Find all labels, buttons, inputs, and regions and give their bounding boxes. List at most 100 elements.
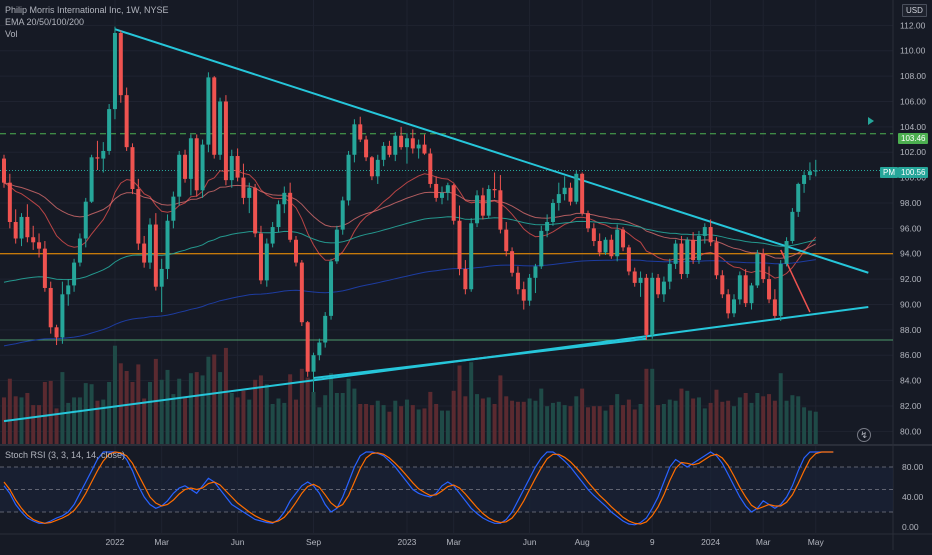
candle[interactable]	[656, 274, 661, 299]
candle[interactable]	[416, 139, 421, 159]
candle[interactable]	[492, 172, 497, 198]
candle[interactable]	[445, 182, 450, 201]
candle[interactable]	[434, 176, 439, 202]
candle[interactable]	[702, 223, 707, 244]
candle[interactable]	[72, 258, 77, 292]
candle[interactable]	[726, 289, 731, 319]
candle[interactable]	[95, 140, 100, 170]
candle[interactable]	[813, 159, 818, 177]
candle[interactable]	[661, 276, 666, 302]
candle[interactable]	[621, 227, 626, 252]
candle[interactable]	[737, 271, 742, 305]
candle[interactable]	[31, 225, 36, 250]
candle[interactable]	[229, 149, 234, 188]
stoch-rsi-d-line[interactable]	[3, 451, 834, 525]
candle[interactable]	[77, 233, 82, 267]
candle[interactable]	[206, 72, 211, 153]
candle[interactable]	[550, 199, 555, 226]
candle[interactable]	[679, 235, 684, 280]
candle[interactable]	[276, 200, 281, 233]
candle[interactable]	[323, 312, 328, 348]
candle[interactable]	[463, 260, 468, 295]
currency-button[interactable]: USD	[902, 4, 927, 17]
candle[interactable]	[369, 156, 374, 181]
candle[interactable]	[772, 289, 777, 319]
candle[interactable]	[469, 218, 474, 292]
candle[interactable]	[515, 266, 520, 295]
ema-line[interactable]	[3, 169, 817, 279]
candle[interactable]	[171, 191, 176, 229]
candle[interactable]	[235, 148, 240, 182]
candle[interactable]	[568, 182, 573, 206]
candle[interactable]	[130, 143, 135, 195]
candle[interactable]	[691, 232, 696, 264]
candle[interactable]	[696, 230, 701, 264]
candle[interactable]	[749, 282, 754, 310]
candle[interactable]	[790, 208, 795, 244]
candle[interactable]	[428, 148, 433, 188]
candle[interactable]	[223, 95, 228, 186]
candle[interactable]	[340, 196, 345, 235]
candle[interactable]	[19, 213, 24, 247]
candle[interactable]	[153, 213, 158, 291]
candle[interactable]	[66, 279, 71, 306]
candle[interactable]	[591, 223, 596, 247]
candle[interactable]	[796, 182, 801, 217]
candle[interactable]	[258, 225, 263, 285]
candle[interactable]	[218, 97, 223, 160]
candle[interactable]	[329, 258, 334, 320]
candle[interactable]	[778, 260, 783, 321]
candle[interactable]	[183, 149, 188, 183]
candle[interactable]	[761, 248, 766, 283]
candle[interactable]	[767, 266, 772, 304]
candle[interactable]	[264, 238, 269, 287]
candle[interactable]	[358, 116, 363, 143]
candle[interactable]	[89, 154, 94, 203]
candle[interactable]	[404, 133, 409, 164]
candle[interactable]	[188, 134, 193, 196]
candle[interactable]	[364, 135, 369, 162]
candle[interactable]	[387, 140, 392, 158]
candle[interactable]	[311, 352, 316, 392]
candle[interactable]	[60, 281, 65, 344]
candle[interactable]	[626, 244, 631, 276]
candle[interactable]	[37, 233, 42, 258]
candle[interactable]	[708, 219, 713, 247]
chevron-right-icon[interactable]	[868, 117, 874, 125]
candle[interactable]	[101, 142, 106, 173]
candle[interactable]	[714, 237, 719, 280]
candle[interactable]	[212, 76, 217, 159]
candle[interactable]	[422, 134, 427, 155]
candle[interactable]	[194, 134, 199, 197]
candle[interactable]	[148, 218, 152, 269]
candle[interactable]	[288, 182, 293, 243]
candle[interactable]	[177, 150, 182, 206]
candle[interactable]	[282, 186, 287, 214]
candle[interactable]	[270, 222, 275, 248]
candle[interactable]	[609, 234, 614, 259]
candle[interactable]	[603, 237, 608, 255]
candle[interactable]	[562, 176, 567, 201]
candle[interactable]	[118, 30, 123, 103]
candle[interactable]	[784, 237, 789, 267]
ascending-2-trendline[interactable]	[313, 337, 647, 380]
candle[interactable]	[334, 225, 339, 264]
candle[interactable]	[48, 281, 53, 334]
candle[interactable]	[42, 241, 47, 292]
candle[interactable]	[597, 233, 602, 257]
candle[interactable]	[112, 26, 117, 120]
candle[interactable]	[498, 175, 503, 234]
candle[interactable]	[393, 131, 398, 162]
descending-trendline[interactable]	[114, 28, 869, 274]
ema-legend[interactable]: EMA 20/50/100/200	[5, 17, 85, 27]
candle[interactable]	[294, 235, 298, 267]
candle[interactable]	[107, 104, 112, 155]
candle[interactable]	[136, 178, 141, 250]
candle[interactable]	[200, 139, 205, 198]
candle[interactable]	[720, 270, 725, 299]
candle[interactable]	[504, 222, 509, 257]
candle[interactable]	[457, 205, 462, 276]
candle[interactable]	[586, 210, 590, 233]
candle[interactable]	[510, 247, 515, 277]
